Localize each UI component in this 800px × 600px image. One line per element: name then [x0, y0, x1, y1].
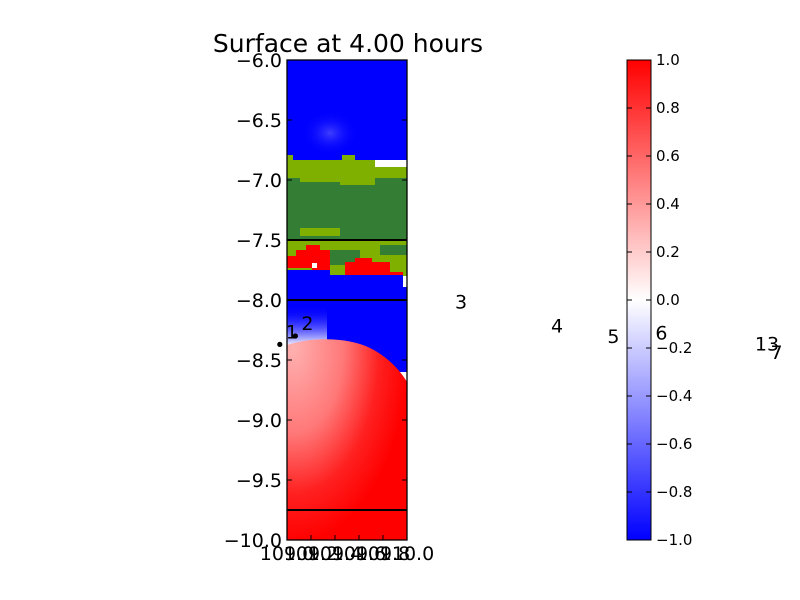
land-patch-dark: [325, 250, 360, 265]
colorbar-tick-label: 0.8: [656, 99, 680, 117]
chart-title: Surface at 4.00 hours: [213, 29, 483, 58]
y-tick-label: −7.5: [236, 230, 282, 252]
gauge-label: 13: [755, 333, 779, 355]
x-tick-label: 110.0: [380, 543, 434, 565]
gauge-label: 7: [771, 342, 783, 364]
y-tick-label: −6.5: [236, 110, 282, 132]
y-tick-label: −8.5: [236, 350, 282, 372]
colorbar-ticks: −1.0 −0.8 −0.6 −0.4 −0.2 0.0 0.2 0.4 0.6 0.8 1.0: [627, 51, 692, 549]
colorbar-tick-label: −0.2: [656, 339, 692, 357]
y-tick-label: −10.0: [224, 530, 282, 552]
y-tick-label: −7.0: [236, 170, 282, 192]
white-cell: [312, 263, 317, 268]
plot-area: [287, 60, 407, 540]
gauge-label: 1: [286, 321, 298, 343]
red-body-region: [287, 339, 407, 540]
colorbar-tick-label: −1.0: [656, 531, 692, 549]
red-inundation-patch: [345, 258, 403, 278]
gauge-dot: [292, 333, 298, 339]
gauge-label: 5: [607, 326, 619, 348]
colorbar-tick-label: 0.2: [656, 243, 680, 261]
colorbar-tick-label: 0.6: [656, 147, 680, 165]
colorbar-tick-label: 0.4: [656, 195, 680, 213]
colorbar-tick-label: −0.8: [656, 483, 692, 501]
land-dark-band: [287, 178, 407, 240]
gauge-dot: [277, 341, 283, 347]
x-tick-label: 109.2: [284, 543, 338, 565]
colorbar-tick-label: 1.0: [656, 51, 680, 69]
x-tick-label: 109.0: [260, 543, 314, 565]
gauge-label: 6: [655, 323, 667, 345]
water-light-spot: [302, 111, 358, 155]
colorbar-tick-label: 0.0: [656, 291, 680, 309]
water-fade: [287, 305, 327, 345]
y-axis-ticks: −10.0 −9.5 −9.0 −8.5 −8.0 −7.5 −7.0 −6.5 −6.0: [224, 50, 407, 552]
y-tick-label: −6.0: [236, 50, 282, 72]
y-tick-label: −9.0: [236, 410, 282, 432]
red-inundation-patch: [287, 245, 330, 270]
gauge-label: 4: [551, 315, 563, 337]
y-tick-label: −8.0: [236, 290, 282, 312]
land-patch-dark: [380, 245, 407, 255]
gauge-label: 3: [455, 291, 467, 313]
y-tick-label: −9.5: [236, 470, 282, 492]
gauge-markers: 1 2 3 4 5 6 137: [277, 291, 783, 364]
land-patch: [300, 228, 340, 236]
x-tick-label: 109.6: [332, 543, 386, 565]
colorbar-tick-label: −0.4: [656, 387, 692, 405]
colorbar-tick-label: −0.6: [656, 435, 692, 453]
x-tick-label: 109.8: [356, 543, 410, 565]
x-tick-label: 109.4: [308, 543, 362, 565]
gauge-label: 2: [301, 313, 313, 335]
horizontal-lines: [287, 239, 407, 511]
